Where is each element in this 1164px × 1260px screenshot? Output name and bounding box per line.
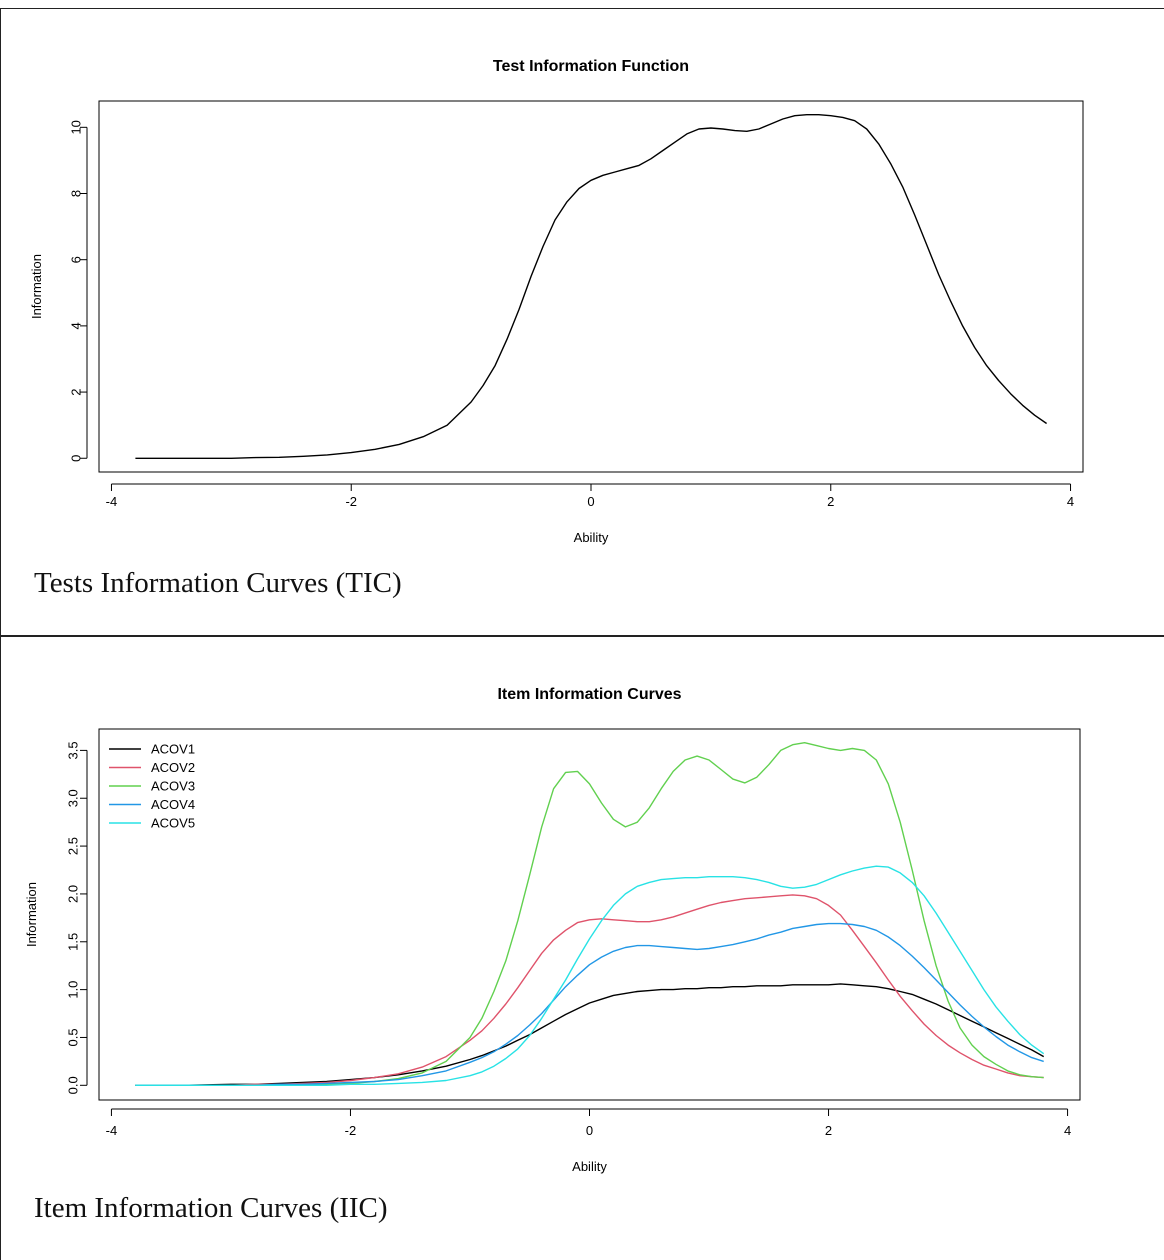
x-tick-label: -4 <box>106 1123 118 1138</box>
x-tick-label: -4 <box>106 494 118 509</box>
y-axis-label: Information <box>24 882 39 947</box>
y-tick-label: 1.5 <box>66 933 81 951</box>
legend-label-acov4: ACOV4 <box>151 797 195 812</box>
legend-label-acov3: ACOV3 <box>151 779 195 794</box>
series-line-acov4 <box>135 922 1044 1086</box>
series-line-acov5 <box>135 865 1045 1086</box>
item-information-chart: Item Information Curves -4 -2 0 2 4 Ability 0.0… <box>24 686 1081 1174</box>
y-tick-label: 0.0 <box>66 1076 81 1094</box>
y-tick-label: 3.0 <box>66 789 81 807</box>
x-tick-label: -2 <box>345 1123 357 1138</box>
y-tick-label: 10 <box>69 120 84 134</box>
y-tick-label: 2.0 <box>66 885 81 903</box>
x-tick-label: -2 <box>345 494 357 509</box>
y-tick-label: 2.5 <box>66 837 81 855</box>
x-tick-label: 4 <box>1067 494 1074 509</box>
y-tick-label: 2 <box>69 388 84 395</box>
series-line-acov1 <box>135 983 1045 1086</box>
x-tick-label: 0 <box>586 1123 593 1138</box>
series-line-acov3 <box>135 741 1044 1086</box>
x-tick-label: 2 <box>827 494 834 509</box>
y-tick-label: 0 <box>69 455 84 462</box>
iic-panel: Item Information Curves -4 -2 0 2 4 Ability 0.0… <box>0 636 1164 1260</box>
plot-frame <box>98 728 1081 1101</box>
plot-frame <box>98 100 1084 473</box>
chart-title: Test Information Function <box>493 58 689 75</box>
x-tick-label: 0 <box>587 494 594 509</box>
y-tick-label: 6 <box>69 256 84 263</box>
series-line <box>135 113 1047 459</box>
x-tick-label: 2 <box>825 1123 832 1138</box>
x-axis-label: Ability <box>572 1159 607 1174</box>
y-tick-label: 4 <box>69 322 84 329</box>
x-axis-label: Ability <box>574 530 609 545</box>
test-information-chart: Test Information Function -4 -2 0 2 4 Ability 0… <box>29 58 1084 545</box>
iic-caption: Item Information Curves (IIC) <box>34 1192 388 1224</box>
y-axis-label: Information <box>29 254 44 319</box>
legend-label-acov1: ACOV1 <box>151 742 195 757</box>
tic-caption: Tests Information Curves (TIC) <box>34 567 402 599</box>
tic-panel: Test Information Function -4 -2 0 2 4 Ability 0… <box>0 8 1164 636</box>
series-line-acov2 <box>135 894 1044 1086</box>
legend-label-acov5: ACOV5 <box>151 816 195 831</box>
legend-label-acov2: ACOV2 <box>151 760 195 775</box>
y-tick-label: 8 <box>69 190 84 197</box>
chart-title: Item Information Curves <box>497 686 681 703</box>
y-tick-label: 1.0 <box>66 981 81 999</box>
x-tick-label: 4 <box>1064 1123 1071 1138</box>
y-tick-label: 0.5 <box>66 1028 81 1046</box>
y-tick-label: 3.5 <box>66 741 81 759</box>
